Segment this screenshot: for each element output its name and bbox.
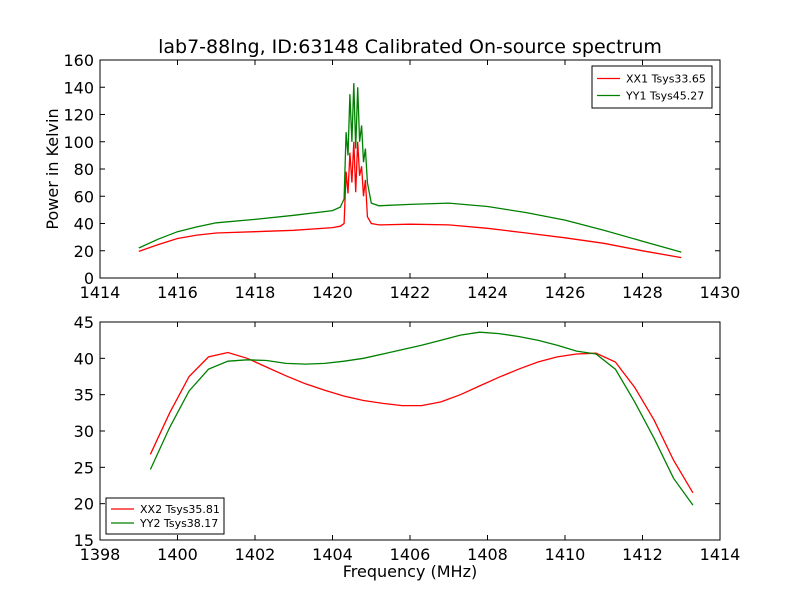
x-tick-label: 1414	[700, 545, 741, 564]
x-tick-label: 1424	[467, 283, 508, 302]
y-tick-label: 120	[63, 106, 94, 125]
y-tick-label: 100	[63, 133, 94, 152]
series-line-1-1	[138, 141, 682, 259]
series-line-2-2	[149, 331, 694, 506]
series-line-1-2	[138, 83, 682, 253]
x-tick-label: 1410	[545, 545, 586, 564]
x-tick-label: 1418	[235, 283, 276, 302]
x-tick-label: 1404	[312, 545, 353, 564]
y-tick-label: 20	[74, 242, 94, 261]
figure-title: lab7-88lng, ID:63148 Calibrated On-sourc…	[158, 36, 662, 58]
y-tick-label: 20	[74, 495, 94, 514]
x-tick-label: 1430	[700, 283, 741, 302]
x-tick-label: 1398	[80, 545, 121, 564]
y-tick-label: 40	[74, 215, 94, 234]
x-tick-label: 1428	[622, 283, 663, 302]
x-tick-label: 1408	[467, 545, 508, 564]
x-tick-label: 1426	[545, 283, 586, 302]
legend-box	[591, 65, 713, 109]
legend: XX1 Tsys33.65 YY1 Tsys45.27	[591, 65, 713, 109]
y-tick-label: 30	[74, 422, 94, 441]
x-tick-label: 1402	[235, 545, 276, 564]
y-tick-label: 45	[74, 313, 94, 332]
figure-xlabel: Frequency (MHz)	[343, 562, 477, 581]
y-tick-label: 0	[84, 269, 94, 288]
y-tick-label: 25	[74, 458, 94, 477]
x-tick-label: 1420	[312, 283, 353, 302]
legend-label: XX2 Tsys35.81	[140, 503, 220, 516]
top-plot-ylabel: Power in Kelvin	[43, 108, 62, 229]
legend-label: YY2 Tsys38.17	[139, 517, 218, 530]
plot-1: 1414 1416 1418 1420 1422 1424 1426 1428 1430 0 20 4…	[63, 51, 740, 302]
x-tick-label: 1416	[157, 283, 198, 302]
legend-label: YY1 Tsys45.27	[625, 90, 704, 103]
y-tick-label: 140	[63, 78, 94, 97]
y-tick-label: 15	[74, 531, 94, 550]
y-tick-label: 80	[74, 160, 94, 179]
x-tick-label: 1414	[80, 283, 121, 302]
x-tick-label: 1400	[157, 545, 198, 564]
y-tick-label: 35	[74, 386, 94, 405]
series-line-2-1	[149, 351, 694, 494]
y-tick-label: 160	[63, 51, 94, 70]
plot-2: 1398 1400 1402 1404 1406 1408 1410 1412 1414 15 20…	[74, 313, 741, 564]
x-tick-label: 1422	[390, 283, 431, 302]
legend-box	[105, 497, 225, 535]
legend-label: XX1 Tsys33.65	[626, 73, 706, 86]
y-tick-label: 60	[74, 187, 94, 206]
x-tick-label: 1412	[622, 545, 663, 564]
x-tick-label: 1406	[390, 545, 431, 564]
y-tick-label: 40	[74, 349, 94, 368]
